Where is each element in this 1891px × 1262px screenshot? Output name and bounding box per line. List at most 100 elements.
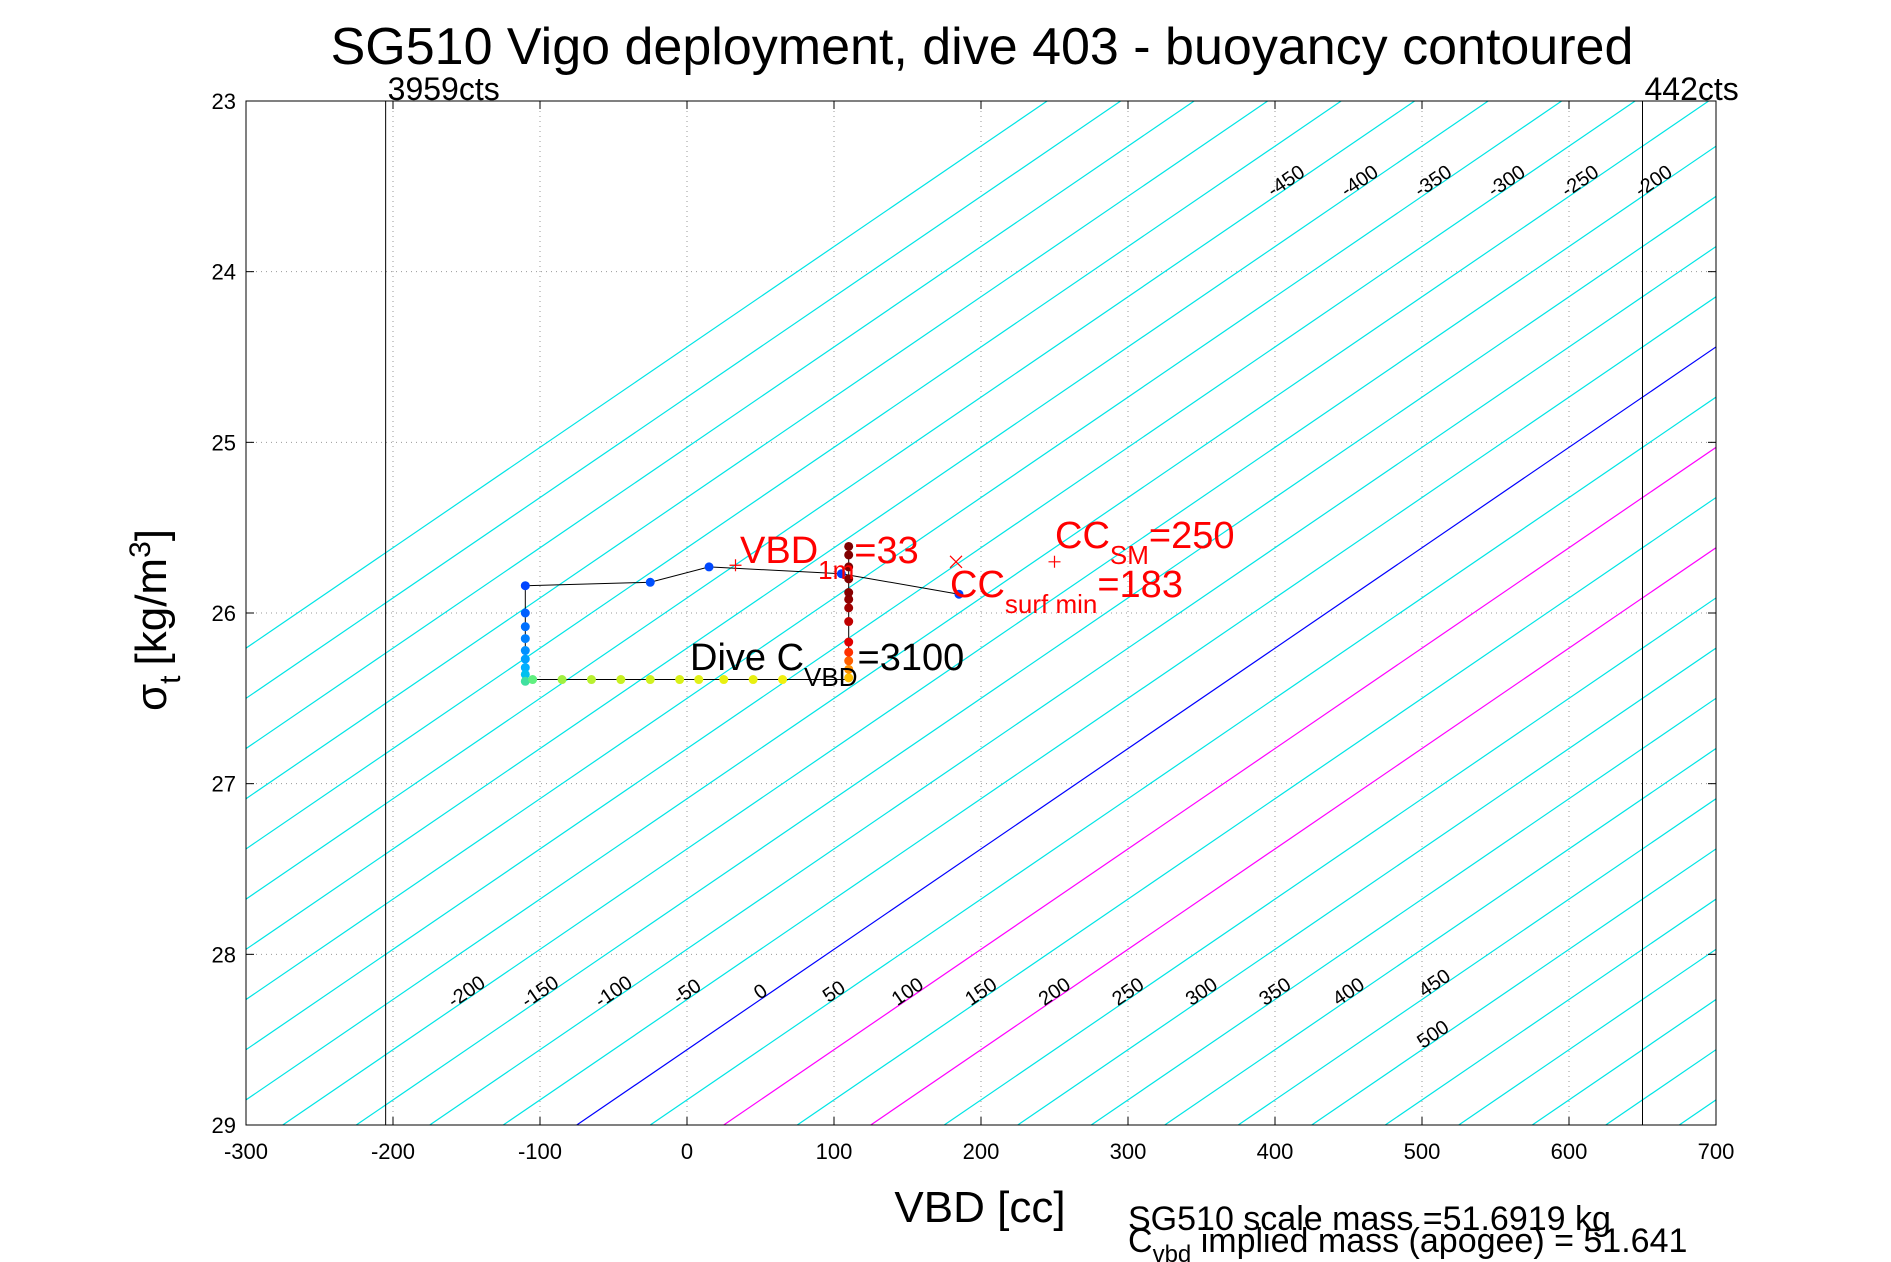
y-axis-label-sup: 3 xyxy=(124,541,157,558)
contour-line xyxy=(649,396,1716,1125)
contour-line xyxy=(246,101,1195,750)
dive-point xyxy=(844,637,854,647)
x-tick-label: 0 xyxy=(681,1139,693,1164)
y-tick-label: 29 xyxy=(212,1113,236,1138)
contour-line xyxy=(246,101,1415,900)
contour-lines xyxy=(246,101,1891,1125)
dive-point xyxy=(557,675,567,685)
cc-sm-value: =250 xyxy=(1149,515,1235,557)
contour-line xyxy=(429,245,1716,1125)
contour-line xyxy=(723,446,1716,1125)
x-tick-label: 200 xyxy=(963,1139,1000,1164)
y-tick-label: 25 xyxy=(212,430,236,455)
axis-ticks: -300 -200 -100 0 100 200 300 400 500 600 700 23 24 25… xyxy=(212,89,1735,1164)
dive-point xyxy=(719,675,729,685)
y-tick-label: 23 xyxy=(212,89,236,114)
dive-point xyxy=(844,647,854,657)
dive-point xyxy=(844,588,854,598)
dive-point xyxy=(616,675,626,685)
x-tick-label: -300 xyxy=(224,1139,268,1164)
dive-point xyxy=(954,589,964,599)
contour-line xyxy=(1017,647,1716,1125)
dive-point xyxy=(844,541,854,551)
x-axis-label: VBD [cc] xyxy=(894,1183,1065,1232)
contour-line xyxy=(246,101,1489,951)
cc-sm-main: CC xyxy=(1055,515,1110,557)
plus-marker xyxy=(729,559,742,572)
scale-mass-text: SG510 scale mass =51.6919 kg xyxy=(1128,1200,1611,1238)
dive-point xyxy=(748,675,758,685)
dive-points xyxy=(520,541,964,686)
dive-point xyxy=(520,676,530,686)
contour-line xyxy=(246,101,1048,649)
implied-mass-c: C xyxy=(1128,1222,1153,1260)
dive-point xyxy=(528,675,538,685)
cc-sm-annotation: CCSM=250 xyxy=(1055,515,1234,570)
chart-title: SG510 Vigo deployment, dive 403 - buoyan… xyxy=(331,18,1634,76)
dive-cvbd-sub: VBD xyxy=(804,662,857,692)
implied-mass-value: implied mass (apogee) = 51.641 xyxy=(1191,1222,1687,1260)
dive-cvbd-main: Dive C xyxy=(690,637,804,679)
plus-marker xyxy=(1048,555,1061,568)
contour-line xyxy=(246,101,1268,800)
contour-line xyxy=(246,101,1121,700)
dive-point xyxy=(836,569,846,579)
implied-mass-sub: vbd xyxy=(1153,1241,1192,1262)
contour-line xyxy=(1753,101,1891,1125)
contour-line xyxy=(1237,797,1716,1125)
grid-lines xyxy=(246,101,1716,1125)
vbd-min-counts-label: 3959cts xyxy=(388,71,500,107)
y-axis-label: σt [kg/m3] xyxy=(124,529,187,711)
dive-point xyxy=(844,664,854,674)
dive-point xyxy=(586,675,596,685)
dive-point xyxy=(675,675,685,685)
dive-point xyxy=(694,675,704,685)
x-tick-label: -200 xyxy=(371,1139,415,1164)
vbd-1m-sub: 1m xyxy=(818,555,854,585)
dive-point xyxy=(844,617,854,627)
vbd-limit-lines xyxy=(385,101,1643,1125)
x-tick-label: -100 xyxy=(518,1139,562,1164)
x-tick-label: 300 xyxy=(1110,1139,1147,1164)
y-axis-label-close: ] xyxy=(127,529,176,541)
dive-cvbd-annotation: Dive CVBD=3100 xyxy=(690,637,964,692)
y-axis-label-sigma: σ xyxy=(127,684,176,711)
contour-line xyxy=(576,346,1716,1125)
x-marker xyxy=(949,555,963,569)
contour-line xyxy=(870,547,1716,1125)
contour-line xyxy=(943,597,1716,1125)
contour-line xyxy=(246,101,1709,1101)
cc-surf-min-annotation: CCsurf min=183 xyxy=(950,564,1183,619)
contour-line xyxy=(1826,101,1891,1125)
contour-line xyxy=(282,145,1716,1125)
vbd-1m-value: =33 xyxy=(854,530,918,572)
dive-point xyxy=(520,646,530,656)
contour-line xyxy=(1311,848,1716,1125)
dive-point xyxy=(844,550,854,560)
x-tick-label: 100 xyxy=(816,1139,853,1164)
contour-line xyxy=(246,101,1342,850)
vbd-max-counts-label: 442cts xyxy=(1645,71,1739,107)
contour-line xyxy=(502,296,1716,1125)
contour-line xyxy=(355,195,1716,1125)
x-tick-label: 500 xyxy=(1404,1139,1441,1164)
reference-markers xyxy=(729,555,1061,572)
cc-surf-value: =183 xyxy=(1097,564,1183,606)
dive-point xyxy=(645,577,655,587)
x-tick-label: 400 xyxy=(1257,1139,1294,1164)
y-tick-label: 28 xyxy=(212,942,236,967)
contour-line xyxy=(1090,697,1716,1125)
vbd-1m-main: VBD xyxy=(740,530,818,572)
dive-cvbd-value: =3100 xyxy=(858,637,965,679)
contour-line xyxy=(796,496,1716,1125)
dive-point xyxy=(704,562,714,572)
contour-line xyxy=(246,101,1562,1001)
dive-point xyxy=(844,574,854,584)
implied-mass-text: Cvbd implied mass (apogee) = 51.641 xyxy=(1128,1222,1687,1262)
vbd-1m-annotation: VBD1m=33 xyxy=(740,530,919,585)
dive-point xyxy=(520,654,530,664)
y-axis-label-sub: t xyxy=(154,675,187,684)
dive-point xyxy=(844,673,854,683)
cc-surf-sub: surf min xyxy=(1005,589,1097,619)
